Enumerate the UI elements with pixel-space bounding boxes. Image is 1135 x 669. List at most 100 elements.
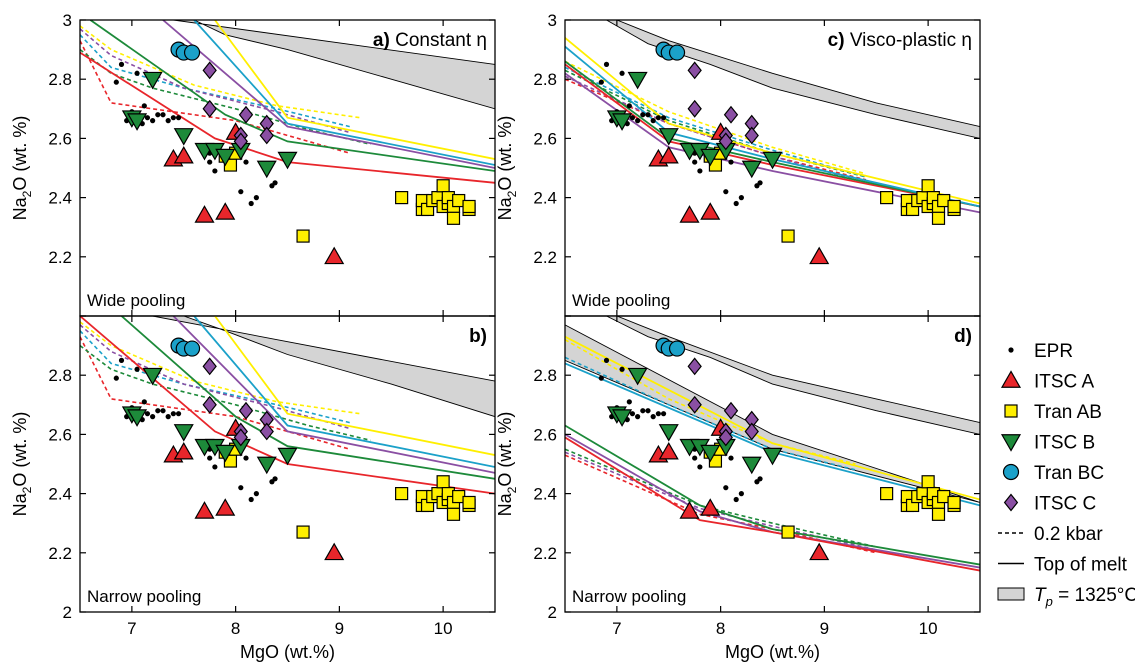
point-epr [650,118,656,124]
point-epr [757,476,763,482]
point-epr [141,103,147,109]
dashed-line-itsc-a [80,336,350,450]
point-tran-ab [921,475,935,489]
point-tran-bc [183,340,201,357]
point-itsc-a [809,542,830,561]
point-epr [692,159,698,165]
point-itsc-b [277,447,298,466]
point-epr [692,455,698,461]
y-tick-label: 2.2 [48,248,72,267]
point-epr [723,189,729,195]
point-epr [253,195,259,201]
solid-line-itsc-b [89,20,495,172]
y-tick-label: 2.8 [48,70,72,89]
point-epr [645,112,651,118]
axes-frame [79,315,496,613]
point-epr [207,159,213,165]
point-itsc-b [173,424,194,442]
y-tick-label: 2.6 [533,425,557,444]
point-epr [170,411,176,417]
point-epr [272,476,278,482]
point-itsc-a [215,202,236,220]
point-itsc-c [687,357,702,376]
y-label-sub: 2 [20,486,34,493]
point-itsc-b [700,444,721,463]
panel-title: c) Visco-plastic η [828,30,972,51]
point-epr [113,79,119,85]
y-axis-label: Na2O (wt. %) [10,116,34,221]
temperature-band [152,316,495,418]
point-itsc-c [233,428,248,447]
temperature-band [606,316,980,435]
x-axis-label: MgO (wt.%) [240,642,335,662]
solid-line-itsc-a [565,436,980,572]
point-itsc-b [277,151,298,170]
y-tick-label: 2.6 [48,129,72,148]
point-itsc-b [142,71,163,90]
solid-line-itsc-b [565,424,980,566]
panel-title: a) Constant η [373,30,487,51]
point-epr [272,180,278,186]
solid-line-itsc-a [80,51,495,184]
point-itsc-c [233,132,248,151]
point-itsc-c [718,132,733,151]
solid-line-itsc-c [565,433,980,569]
plot-area-a [80,20,495,265]
point-epr [248,200,254,207]
x-tick-label: 9 [820,619,829,638]
dashed-line-tran-bc [80,330,350,424]
point-epr [660,411,667,417]
point-epr [165,414,171,420]
point-epr [757,180,763,186]
point-itsc-c [744,126,759,145]
legend-item-itsc-b: ITSC B [1000,433,1095,454]
point-epr [141,399,147,405]
legend-band-swatch [997,587,1025,601]
point-epr [635,414,641,420]
point-tran-ab [395,487,409,501]
legend-label-var: T [1034,585,1047,606]
y-tick-label: 2.8 [533,70,557,89]
point-epr [144,411,151,417]
point-epr [723,485,729,491]
y-label-sub: 2 [505,190,519,197]
panel-a: 2.2 2.4 2.6 2.8 3 Na2O (wt. %) a) Constant η Wi… [10,11,496,317]
point-epr [697,464,703,470]
y-axis-label: Na2O (wt. %) [495,412,519,517]
legend-item-tran-bc: Tran BC [1002,463,1104,484]
point-tran-ab [947,495,961,510]
legend-marker [1004,404,1018,418]
point-itsc-c [202,61,217,80]
panel-letter: d) [954,326,972,347]
point-itsc-b [173,128,194,146]
legend: EPR ITSC A Tran AB ITSC B Tran BC ITSC C 0.2 k… [997,341,1135,609]
point-itsc-b [256,456,277,475]
point-itsc-c [202,395,217,414]
legend-item-tran-ab: Tran AB [1004,402,1102,423]
point-itsc-a [658,441,679,460]
point-epr [150,414,156,420]
point-itsc-a [679,501,700,519]
plot-area-d [565,316,980,572]
point-itsc-a [679,205,700,223]
point-epr [175,115,182,121]
point-epr [603,357,610,363]
y-tick-label: 2.4 [48,189,72,208]
legend-marker [1008,347,1014,353]
dashed-line-tran-ab [80,25,361,119]
point-epr [165,118,171,124]
x-tick-label: 7 [127,619,136,638]
solid-line-tran-bc [565,45,980,208]
point-epr [212,464,218,470]
y-label-sub: 2 [505,486,519,493]
plot-area-b [80,316,495,561]
point-itsc-a [324,246,345,265]
pooling-label: Wide pooling [572,291,670,310]
point-epr [733,496,739,503]
legend-marker [1003,493,1019,512]
point-tran-ab [446,507,461,521]
point-itsc-b [762,151,783,170]
point-itsc-b [627,71,648,90]
temperature-band [173,20,495,110]
y-tick-label: 2.2 [48,544,72,563]
